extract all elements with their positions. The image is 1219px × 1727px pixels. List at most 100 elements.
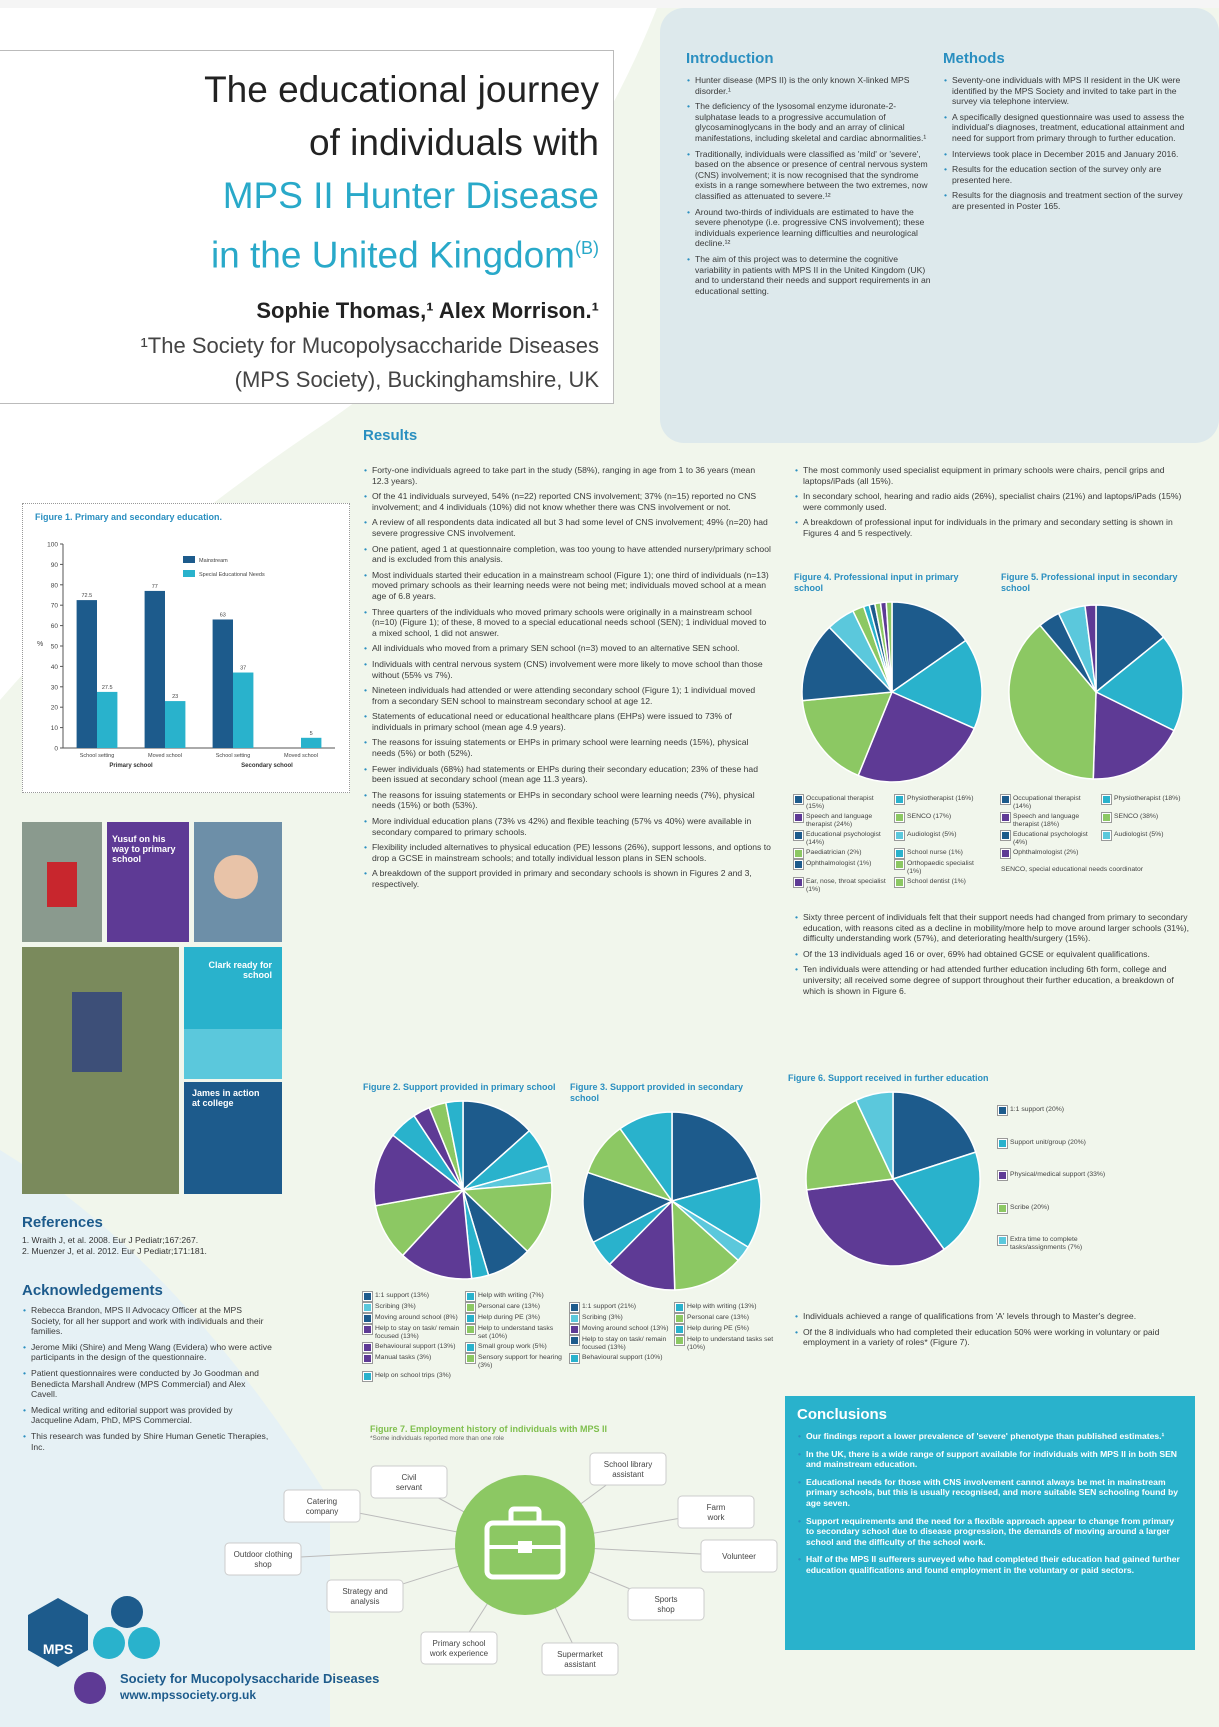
legend-item: Help during PE (5%) (674, 1324, 774, 1335)
bullet: A specifically designed questionnaire wa… (944, 112, 1189, 144)
figure-2: Figure 2. Support provided in primary sc… (362, 1082, 563, 1382)
figure-title: Figure 5. Professional input in secondar… (1001, 572, 1178, 593)
x-tick-label: Moved school (284, 753, 318, 759)
pie-slice (890, 639, 983, 730)
pie-slice (670, 1176, 762, 1249)
legend-label: Help with writing (7%) (478, 1292, 544, 1299)
value-label: 72.5 (81, 593, 92, 599)
legend-item: Manual tasks (3%) (362, 1353, 460, 1370)
bar (144, 590, 165, 748)
legend-item: Help to stay on task/ remain focused (13… (362, 1324, 460, 1341)
bullet-list: Sixty three percent of individuals felt … (794, 912, 1189, 996)
legend-item: Occupational therapist (14%) (1000, 794, 1096, 811)
legend-item: Ophthalmologist (1%) (793, 859, 889, 876)
legend-swatch (362, 1342, 373, 1353)
pie-slice (1094, 636, 1184, 732)
legend: 1:1 support (21%) Help with writing (13%)… (569, 1302, 774, 1364)
pie-slice (671, 1111, 759, 1202)
bullet-list: Our findings report a lower prevalence o… (797, 1431, 1183, 1576)
bullet: Our findings report a lower prevalence o… (798, 1431, 1183, 1442)
results-left: Forty-one individuals agreed to take par… (363, 465, 771, 895)
y-tick-label: 70 (51, 603, 59, 610)
pie-slice (461, 1181, 553, 1253)
bullet: Three quarters of the individuals who mo… (364, 607, 771, 639)
figure-title: Figure 6. Support received in further ed… (788, 1073, 989, 1083)
bullet: Most individuals started their education… (364, 570, 771, 602)
legend-item: Educational psychologist (4%) (1000, 830, 1096, 847)
results-right-bottom: Individuals achieved a range of qualific… (794, 1311, 1189, 1353)
legend-label: Special Educational Needs (199, 572, 265, 578)
pie-slice (857, 691, 976, 783)
figure-1: Figure 1. Primary and secondary educatio… (22, 503, 350, 793)
node-box (224, 1542, 302, 1576)
legend-swatch (465, 1353, 476, 1364)
legend-label: Speech and language therapist (24%) (806, 813, 873, 828)
legend-swatch (997, 1235, 1008, 1247)
bullet: Results for the education section of the… (944, 164, 1189, 185)
value-label: 37 (240, 666, 246, 672)
heading: Conclusions (797, 1406, 888, 1423)
bullet: The aim of this project was to determine… (687, 254, 936, 296)
heading: Acknowledgements (22, 1282, 163, 1299)
logo: MPS (28, 1596, 160, 1704)
bullet: Sixty three percent of individuals felt … (795, 912, 1189, 944)
legend-label: 1:1 support (21%) (582, 1303, 637, 1310)
legend-swatch (569, 1302, 580, 1313)
legend-label: Paediatrician (2%) (806, 849, 862, 856)
pie-slice (1084, 604, 1097, 693)
title: in the United Kingdom(B) (0, 222, 599, 281)
node-label: School library assistant (604, 1460, 652, 1479)
bar (301, 737, 322, 748)
value-label: 23 (172, 694, 178, 700)
legend-label: Educational psychologist (14%) (806, 831, 881, 846)
legend-item: Ophthalmologist (2%) (1000, 848, 1096, 859)
legend-label: Small group work (5%) (478, 1343, 547, 1350)
acknowledgements: Acknowledgements Rebecca Brandon, MPS II… (22, 1282, 272, 1457)
legend-item: School nurse (1%) (894, 848, 990, 859)
legend-label: Occupational therapist (14%) (1013, 795, 1081, 810)
bullet: Nineteen individuals had attended or wer… (364, 685, 771, 706)
legend-label: Support unit/group (20%) (1010, 1138, 1086, 1146)
legend-label: Help to stay on task/ remain focused (13… (375, 1325, 460, 1340)
title: The educational journey (204, 69, 599, 110)
legend-swatch (997, 1137, 1008, 1149)
legend-label: Behavioural support (10%) (582, 1354, 663, 1361)
bullet: Interviews took place in December 2015 a… (944, 149, 1189, 160)
legend-swatch (569, 1313, 580, 1324)
pie-slice (462, 1100, 531, 1192)
y-tick-label: 0 (54, 746, 58, 753)
affiliation: (MPS Society), Buckinghamshire, UK (234, 367, 599, 393)
legend-item: Educational psychologist (14%) (793, 830, 889, 847)
bullet: One patient, aged 1 at questionnaire com… (364, 544, 771, 565)
value-label: 63 (220, 612, 226, 618)
legend-swatch (894, 830, 905, 841)
photo (72, 992, 122, 1072)
bullet: Statements of educational need or educat… (364, 711, 771, 732)
legend-swatch (894, 794, 905, 805)
photo-caption: James in action at college (192, 1088, 260, 1108)
x-tick-label: Moved school (148, 753, 182, 759)
pie-slice (801, 626, 894, 702)
y-tick-label: 40 (51, 664, 59, 671)
legend-swatch (362, 1324, 373, 1335)
legend-swatch (183, 570, 195, 577)
node-box (326, 1579, 404, 1613)
url: www.mpssociety.org.uk (120, 1688, 257, 1702)
legend-item: Help during PE (3%) (465, 1313, 563, 1324)
bullet: Half of the MPS II sufferers surveyed wh… (798, 1554, 1183, 1575)
legend-swatch (997, 1202, 1008, 1214)
legend-label: SENCO (38%) (1114, 813, 1159, 820)
bullet: Jerome Miki (Shire) and Meng Wang (Evide… (23, 1342, 272, 1363)
legend-label: Audiologist (5%) (1114, 831, 1164, 838)
introduction: Introduction Hunter disease (MPS II) is … (686, 50, 936, 301)
node-box (700, 1539, 778, 1573)
authors: Sophie Thomas,¹ Alex Morrison.¹ (256, 298, 599, 324)
pie-slice (885, 601, 893, 693)
legend-label: Help to understand tasks set (10%) (687, 1336, 774, 1351)
bar (233, 672, 254, 748)
legend-item: Occupational therapist (15%) (793, 794, 889, 811)
x-tick-label: School setting (216, 753, 251, 759)
node-label: Outdoor clothing shop (234, 1550, 293, 1569)
bullet: Results for the diagnosis and treatment … (944, 190, 1189, 211)
header: The educational journey of individuals w… (0, 50, 614, 404)
